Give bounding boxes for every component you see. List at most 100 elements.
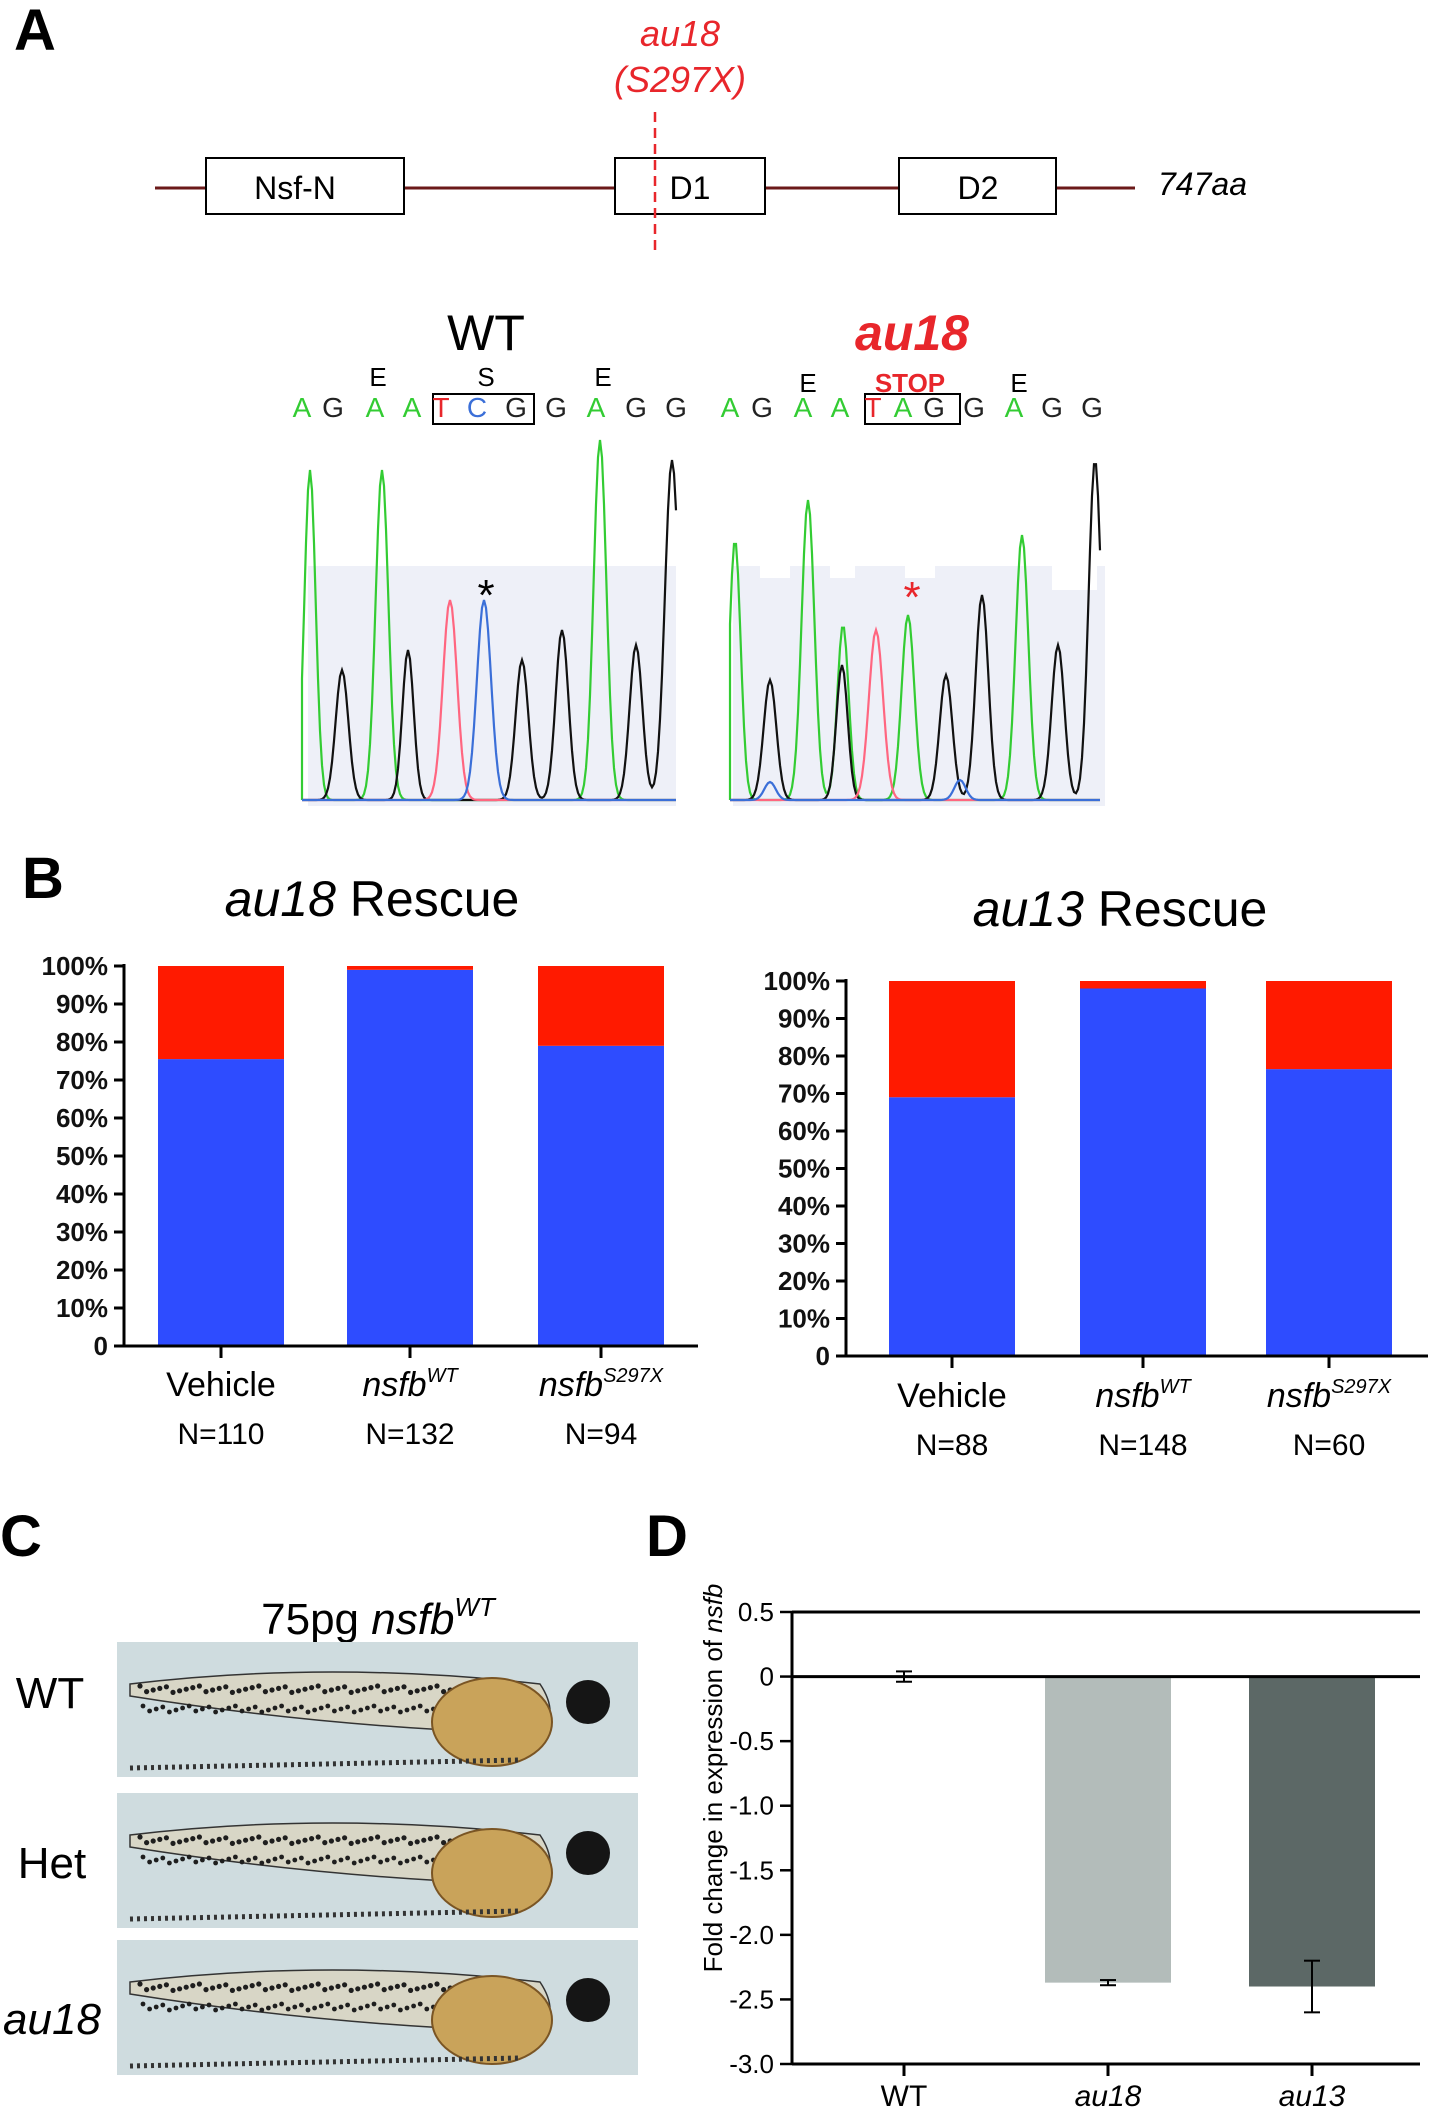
chart-title: au13 Rescue xyxy=(973,881,1268,937)
wt-seq-title: WT xyxy=(447,305,525,361)
melanophore xyxy=(226,2003,232,2009)
melanophore xyxy=(424,2006,430,2012)
melanophore xyxy=(434,1981,440,1987)
melanophore xyxy=(252,1704,258,1710)
embryo-neighbor xyxy=(129,2055,521,2069)
melanophore xyxy=(398,2007,403,2013)
melanophore xyxy=(246,2004,252,2010)
melanophore xyxy=(371,1854,377,1860)
y-tick-label: 50% xyxy=(56,1141,108,1171)
melanophore xyxy=(140,1703,146,1709)
melanophore xyxy=(318,1856,324,1862)
melanophore xyxy=(335,1983,341,1989)
melanophore xyxy=(365,1705,370,1711)
melanophore xyxy=(345,1855,350,1861)
row-label-wt: WT xyxy=(16,1669,84,1718)
melanophore xyxy=(183,1686,189,1692)
base-7: G xyxy=(545,392,567,423)
domain-nsf-n xyxy=(205,157,405,215)
melanophore xyxy=(269,1687,275,1693)
melanophore xyxy=(361,1686,367,1692)
mutant-peak-marker: * xyxy=(903,573,920,622)
melanophore xyxy=(388,1985,394,1991)
melanophore xyxy=(236,1986,242,1992)
mutant-codon-mark-3: E xyxy=(1010,368,1027,398)
wt-peak-marker: * xyxy=(477,571,494,620)
bar-segment xyxy=(347,969,473,1346)
y-tick-label: 70% xyxy=(778,1079,830,1109)
y-tick-label: 90% xyxy=(778,1004,830,1034)
au18-rescue-chart: au18 Rescue 0 10% 20% 30% 40% 50% 60% 70% 80% 90% 1… xyxy=(42,871,698,1451)
y-tick-label: 60% xyxy=(56,1103,108,1133)
melanophore xyxy=(427,1836,433,1842)
melanophore xyxy=(279,1854,284,1860)
melanophore xyxy=(210,1687,216,1693)
base-0: A xyxy=(293,392,312,423)
bar xyxy=(1249,1676,1375,1987)
melanophore xyxy=(411,1705,416,1711)
melanophore xyxy=(302,1686,308,1692)
base-3: A xyxy=(403,392,422,423)
category-superscript: WT xyxy=(1160,1376,1193,1398)
melanophore xyxy=(266,2005,271,2011)
melanophore xyxy=(441,1840,447,1846)
melanophore xyxy=(183,1984,189,1990)
category-label: au13 xyxy=(1279,2080,1346,2113)
melanophore xyxy=(441,1689,447,1695)
melanophore xyxy=(312,1707,317,1713)
y-tick-label: 100% xyxy=(764,966,831,996)
melanophore xyxy=(233,2001,238,2007)
melanophore xyxy=(421,1837,427,1843)
melanophore xyxy=(289,1689,295,1695)
y-tick-label: 40% xyxy=(56,1179,108,1209)
melanophore xyxy=(180,1856,186,1862)
domain-label-d2: D2 xyxy=(958,170,999,206)
category-label: nsfbS297X xyxy=(539,1365,664,1404)
melanophore xyxy=(355,1839,361,1845)
mutant-codon-box xyxy=(864,393,961,425)
melanophore xyxy=(312,2005,317,2011)
y-tick-label: -0.5 xyxy=(729,1726,774,1756)
melanophore xyxy=(259,1709,265,1715)
base-3: A xyxy=(831,392,850,423)
chart-title-text: Rescue xyxy=(1084,881,1267,937)
melanophore xyxy=(190,1836,196,1842)
melanophore xyxy=(424,1859,430,1865)
trace xyxy=(302,599,676,802)
melanophore xyxy=(210,1985,216,1991)
melanophore xyxy=(266,1707,271,1713)
melanophore xyxy=(163,1835,169,1841)
melanophore xyxy=(332,1859,337,1865)
melanophore xyxy=(223,1835,229,1841)
melanophore xyxy=(427,1983,433,1989)
y-tick-label: 20% xyxy=(778,1266,830,1296)
melanophore xyxy=(335,1836,341,1842)
melanophore xyxy=(345,2002,350,2008)
melanophore xyxy=(229,1840,235,1846)
melanophore xyxy=(226,1705,232,1711)
category-label: Vehicle xyxy=(897,1377,1007,1415)
melanophore xyxy=(246,1857,252,1863)
n-label: N=148 xyxy=(1098,1429,1187,1462)
bar-segment xyxy=(347,966,473,970)
melanophore xyxy=(361,1837,367,1843)
melanophore xyxy=(285,1859,291,1865)
bar-segment xyxy=(158,1059,284,1346)
melanophore xyxy=(233,1854,238,1860)
melanophore xyxy=(342,1982,348,1988)
y-tick-label: 30% xyxy=(56,1217,108,1247)
melanophore xyxy=(295,1688,301,1694)
mutant-chromatogram xyxy=(728,463,1102,802)
melanophore xyxy=(160,2002,166,2008)
melanophore xyxy=(180,2003,186,2009)
melanophore xyxy=(305,1709,311,1715)
embryo-yolk xyxy=(431,1828,553,1918)
melanophore xyxy=(394,1983,400,1989)
melanophore xyxy=(256,1834,262,1840)
melanophore xyxy=(252,2002,258,2008)
base-7: G xyxy=(963,392,985,423)
y-tick-label: -3.0 xyxy=(729,2049,774,2079)
category-text: nsfb xyxy=(1267,1377,1331,1415)
melanophore xyxy=(229,1987,235,1993)
category-label: WT xyxy=(881,2080,928,2113)
